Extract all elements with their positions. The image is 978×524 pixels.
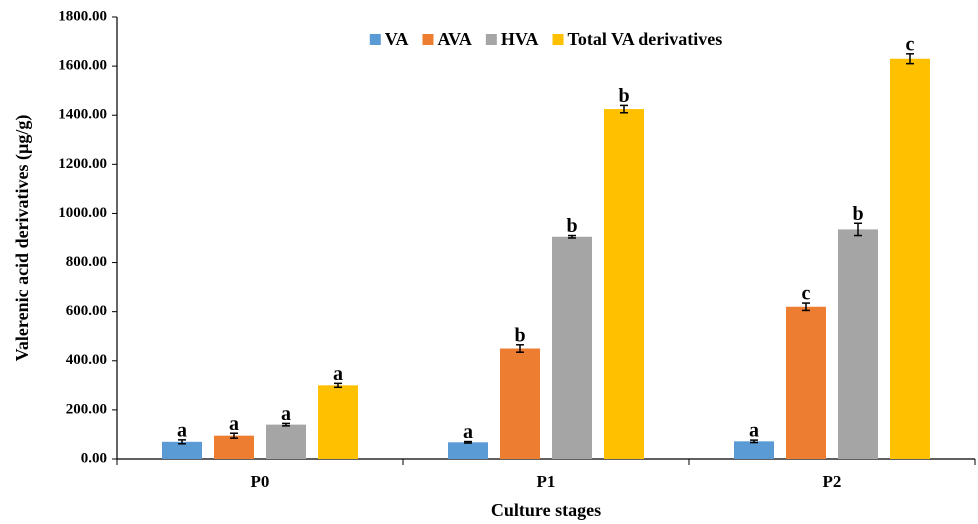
legend-swatch: [422, 34, 434, 45]
y-tick-label: 200.00: [66, 401, 107, 417]
bar: [500, 348, 540, 459]
y-tick-label: 400.00: [66, 352, 107, 368]
significance-letter: a: [749, 420, 759, 442]
significance-letter: a: [463, 421, 473, 443]
bar: [214, 435, 254, 459]
bar: [890, 58, 930, 459]
x-axis-title: Culture stages: [491, 500, 601, 520]
bar: [162, 441, 202, 459]
bar: [552, 236, 592, 459]
significance-letter: b: [852, 203, 863, 225]
legend-label: AVA: [437, 29, 471, 49]
x-tick-label: P2: [823, 472, 842, 491]
legend-swatch: [485, 34, 497, 45]
significance-letter: a: [333, 363, 343, 385]
y-tick-label: 600.00: [66, 303, 107, 319]
y-tick-label: 1000.00: [58, 205, 107, 221]
bar: [604, 109, 644, 459]
significance-letter: c: [906, 33, 915, 55]
significance-letter: a: [281, 403, 291, 425]
y-axis-title: Valerenic acid derivatives (µg/g): [12, 115, 33, 362]
error-bar: [854, 222, 862, 237]
error-bar: [906, 53, 914, 65]
error-bar: [750, 439, 758, 444]
error-bar: [516, 344, 524, 353]
y-tick-label: 800.00: [66, 254, 107, 270]
bar: [786, 306, 826, 459]
error-bar: [568, 234, 576, 239]
error-bar: [230, 432, 238, 439]
error-bar: [464, 440, 472, 444]
significance-letter: b: [514, 324, 525, 346]
y-tick-label: 1400.00: [58, 107, 107, 123]
y-tick-label: 1600.00: [58, 58, 107, 74]
bar: [448, 442, 488, 459]
error-bar: [620, 104, 628, 114]
significance-letter: c: [802, 283, 811, 305]
y-tick-label: 1200.00: [58, 156, 107, 172]
significance-letter: a: [177, 419, 187, 441]
x-tick-label: P1: [537, 472, 556, 491]
legend-label: HVA: [501, 29, 539, 49]
bar: [838, 229, 878, 459]
legend-swatch: [552, 34, 564, 45]
error-bar: [178, 439, 186, 445]
significance-letter: b: [566, 215, 577, 237]
significance-letter: a: [229, 413, 239, 435]
bar: [734, 441, 774, 459]
legend-label: Total VA derivatives: [568, 29, 723, 49]
legend-label: VA: [385, 29, 409, 49]
error-bar: [334, 382, 342, 389]
error-bar: [282, 422, 290, 427]
bar: [318, 385, 358, 459]
significance-letter: b: [618, 85, 629, 107]
y-tick-label: 1800.00: [58, 8, 107, 24]
legend-swatch: [369, 34, 381, 45]
bar: [266, 424, 306, 459]
error-bar: [802, 302, 810, 312]
y-tick-label: 0.00: [81, 450, 107, 466]
x-tick-label: P0: [251, 472, 270, 491]
